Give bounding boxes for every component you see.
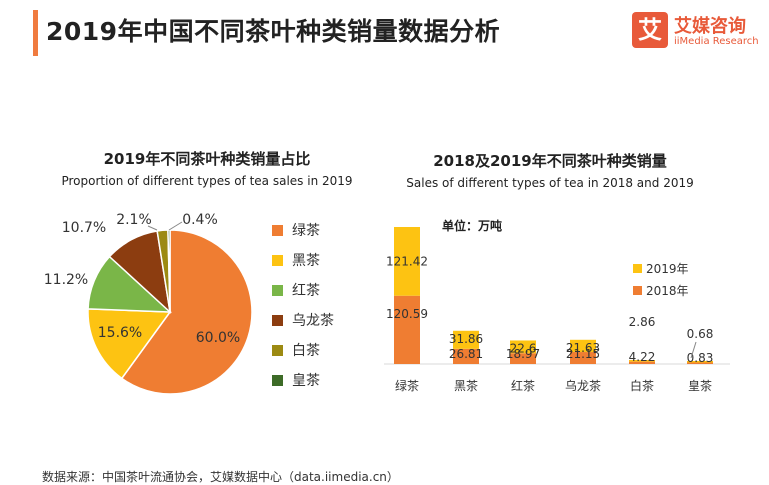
bar-2018	[510, 353, 536, 364]
bar-chart-subtitle: Sales of different types of tea in 2018 …	[406, 176, 694, 190]
bar-value-label-2018: 4.22	[629, 350, 656, 364]
logo-name-en: iiMedia Research	[674, 36, 759, 47]
bar-value-label-2018: 21.15	[566, 347, 600, 361]
bar-value-label-2019: 22.6	[510, 341, 537, 355]
bar-2018	[570, 352, 596, 364]
logo-name-cn: 艾媒咨询	[674, 16, 746, 37]
pie-chart-subtitle: Proportion of different types of tea sal…	[61, 174, 353, 188]
bar-value-label-2019: 31.86	[449, 332, 483, 346]
category-label: 乌龙茶	[565, 378, 601, 393]
bar-value-label-2019: 21.63	[566, 341, 600, 355]
logo-icon: 艾	[632, 12, 668, 48]
data-source-footer: 数据来源：中国茶叶流通协会，艾媒数据中心（data.iimedia.cn）	[42, 470, 399, 484]
legend-swatch	[633, 286, 642, 295]
legend-swatch	[272, 375, 283, 386]
pie-slice	[120, 229, 253, 395]
bar-value-label-2018: 120.59	[386, 307, 428, 321]
pie-chart: 60.0% 15.6% 11.2% 10.7% 2.1% 0.4% 绿茶黑茶红茶乌龙茶白茶皇…	[44, 212, 334, 395]
legend-label: 绿茶	[292, 223, 320, 239]
bar-value-label-2018: 0.83	[687, 351, 714, 365]
title-accent-bar	[33, 10, 38, 56]
category-label: 绿茶	[395, 378, 419, 393]
category-label: 红茶	[511, 378, 535, 393]
pie-chart-title: 2019年不同茶叶种类销量占比	[103, 150, 311, 168]
leader-line	[690, 341, 697, 359]
bar-2019	[453, 330, 479, 349]
bar-chart-title: 2018及2019年不同茶叶种类销量	[433, 152, 667, 170]
legend-label: 皇茶	[292, 373, 320, 389]
bar-value-label-2019: 2.86	[629, 315, 656, 329]
legend-label: 2019年	[646, 262, 689, 276]
pie-slice-label: 11.2%	[44, 272, 88, 288]
bar-2018	[453, 348, 479, 364]
bar-2019	[687, 361, 713, 363]
legend-swatch	[272, 285, 283, 296]
pie-slice-label: 0.4%	[182, 212, 218, 228]
bar-value-label-2018: 26.81	[449, 347, 483, 361]
legend-label: 白茶	[292, 343, 320, 359]
pie-slice-label: 15.6%	[98, 325, 142, 341]
bar-2019	[394, 227, 420, 296]
legend-label: 红茶	[292, 283, 320, 299]
category-label: 黑茶	[454, 378, 478, 393]
bar-value-label-2019: 121.42	[386, 254, 428, 268]
pie-slice-label: 10.7%	[62, 220, 106, 236]
legend-label: 2018年	[646, 284, 689, 298]
bar-2019	[510, 340, 536, 354]
legend-label: 乌龙茶	[292, 313, 334, 329]
bar-value-label-2018: 18.97	[506, 347, 540, 361]
page-title: 2019年中国不同茶叶种类销量数据分析	[46, 17, 501, 46]
legend-label: 黑茶	[292, 253, 320, 269]
unit-label: 单位：万吨	[442, 218, 502, 233]
category-label: 皇茶	[688, 378, 712, 393]
legend-swatch	[272, 225, 283, 236]
pie-slice	[167, 229, 171, 313]
legend-swatch	[272, 315, 283, 326]
leader-line	[147, 225, 158, 231]
bar-2018	[629, 361, 655, 364]
bar-2018	[687, 362, 713, 364]
leader-line	[168, 221, 183, 231]
pie-slice-label: 2.1%	[116, 212, 152, 228]
pie-slice-label: 60.0%	[196, 330, 240, 346]
bar-2019	[570, 339, 596, 353]
legend-swatch	[272, 255, 283, 266]
legend-swatch	[272, 345, 283, 356]
logo: 艾 艾媒咨询 iiMedia Research	[632, 12, 762, 52]
bar-value-label-2019: 0.68	[687, 327, 714, 341]
category-label: 白茶	[630, 378, 654, 393]
legend-swatch	[633, 264, 642, 273]
bar-2018	[394, 295, 420, 364]
pie-slice	[87, 308, 172, 380]
bar-2019	[629, 359, 655, 362]
